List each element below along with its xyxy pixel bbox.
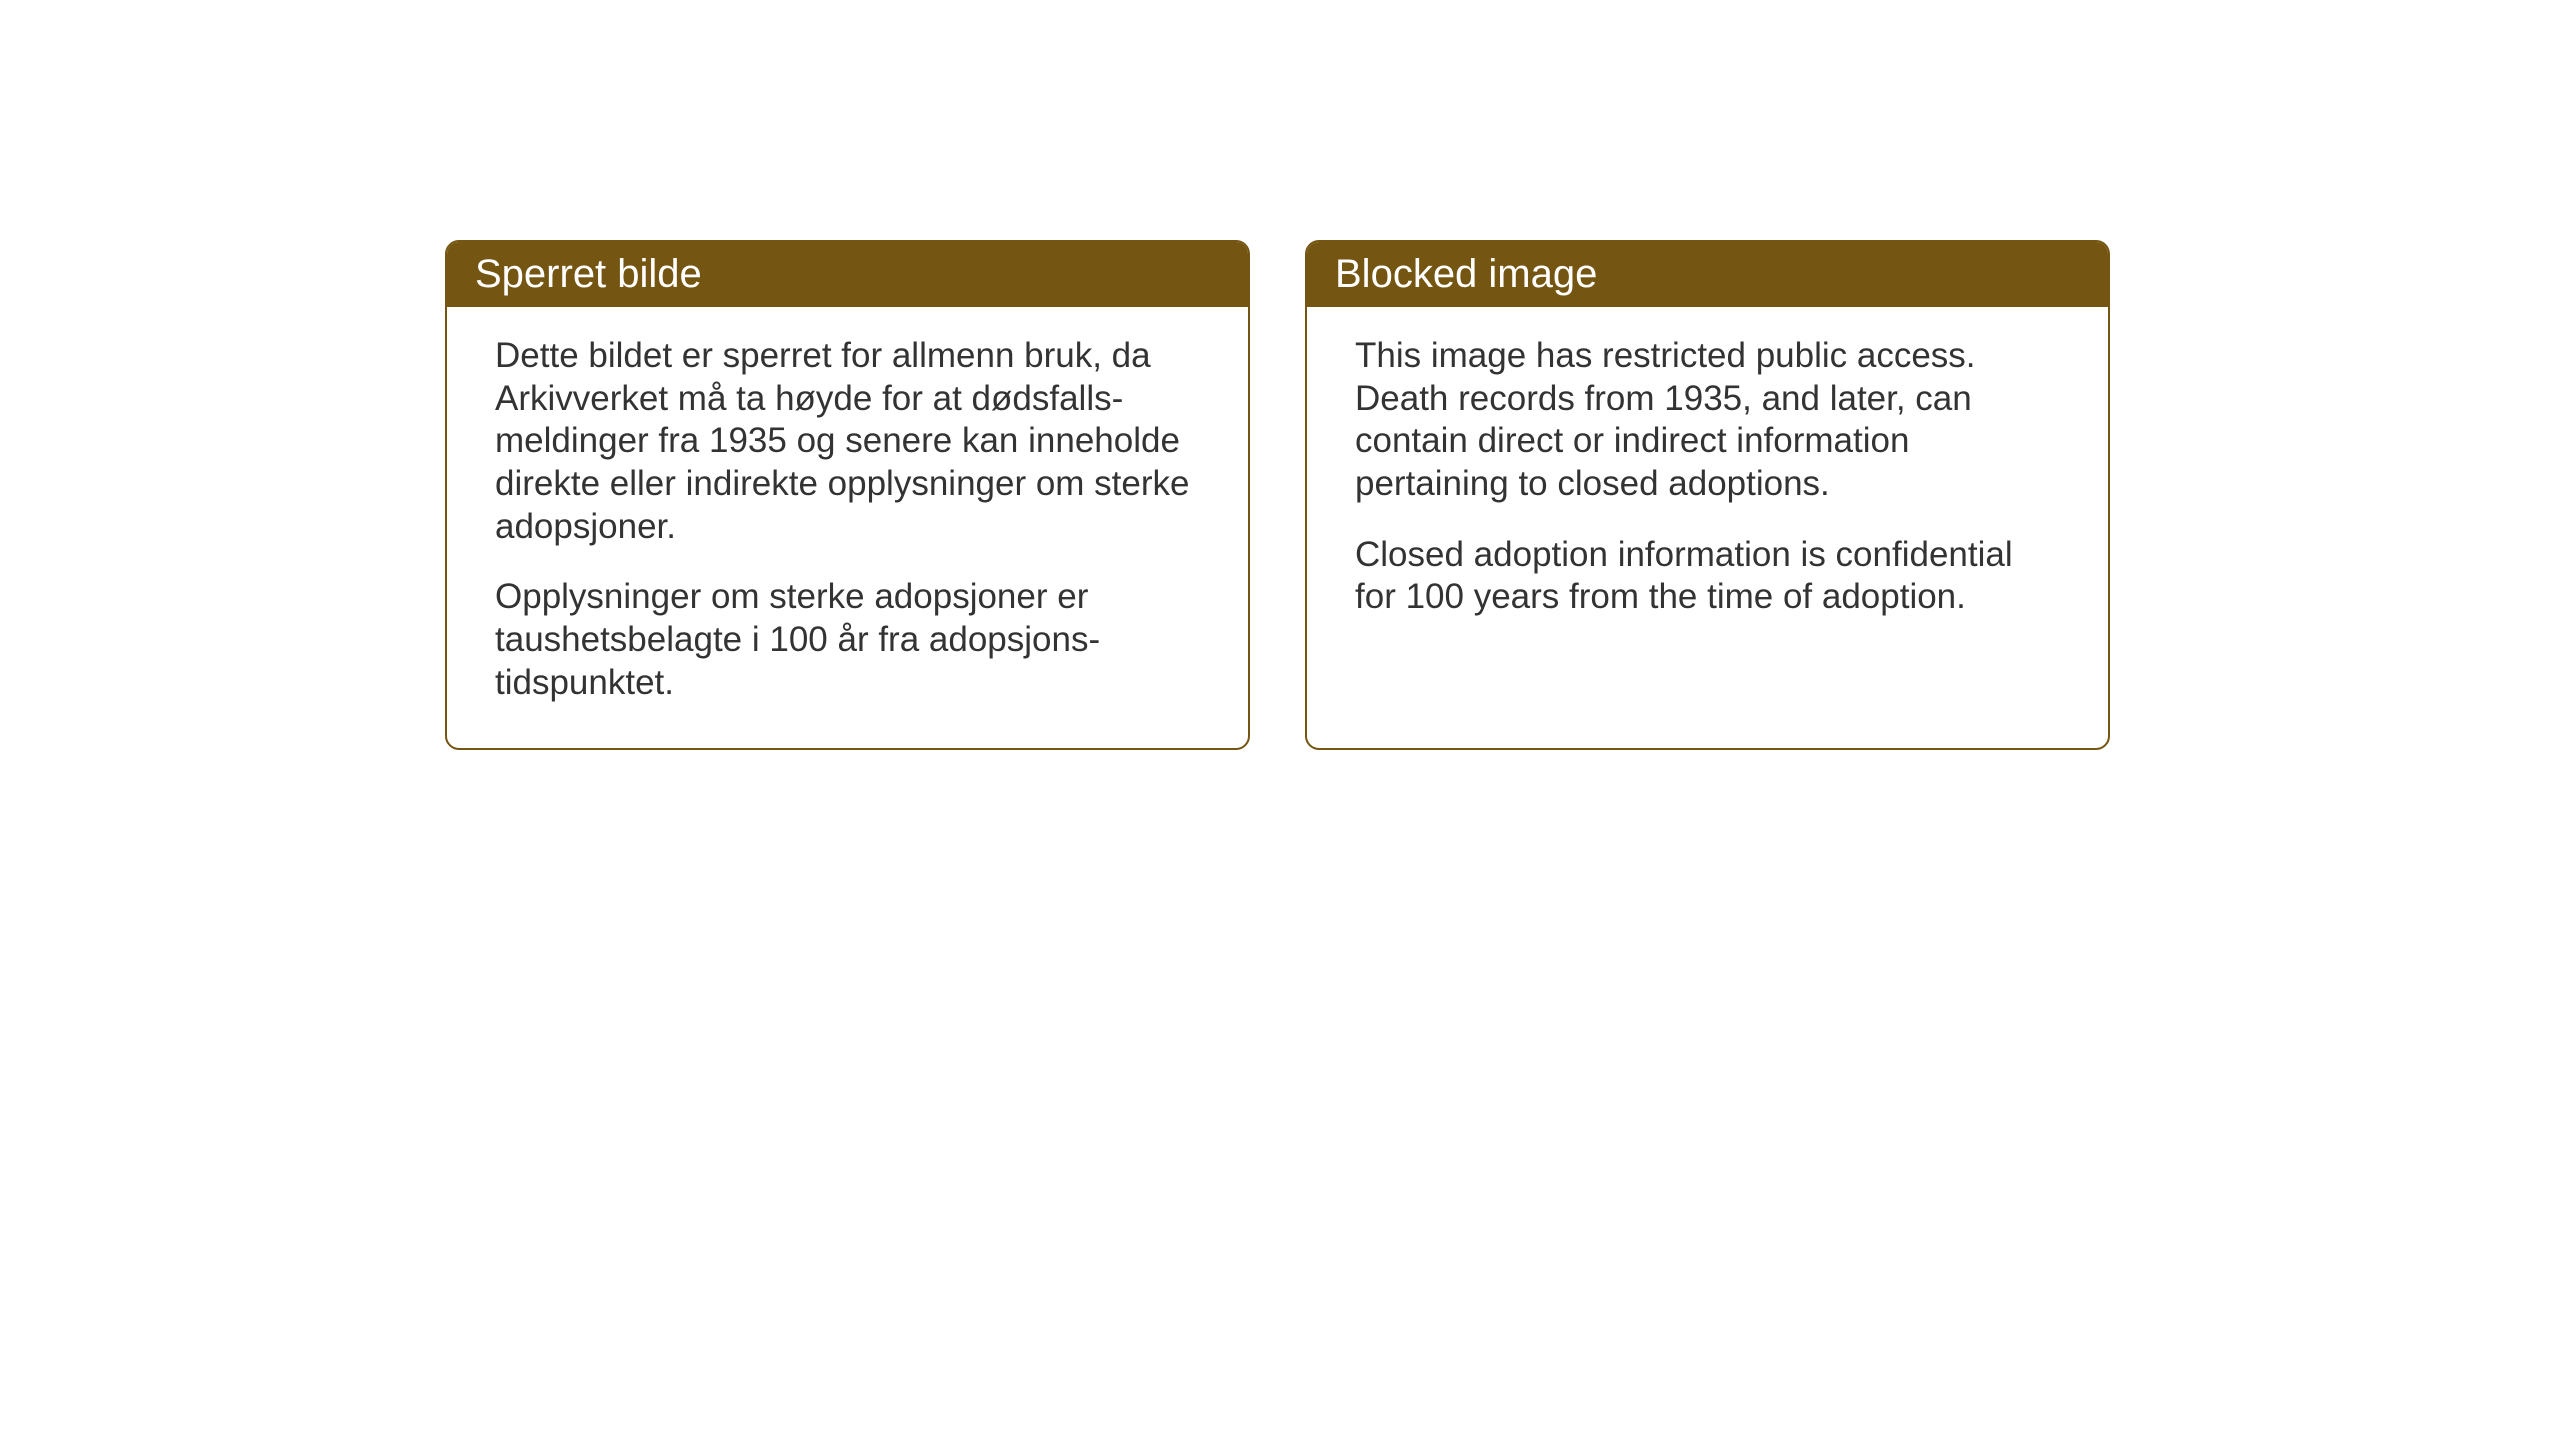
- card-paragraph: Dette bildet er sperret for allmenn bruk…: [495, 335, 1200, 548]
- info-card-english: Blocked image This image has restricted …: [1305, 240, 2110, 750]
- card-paragraph: Opplysninger om sterke adopsjoner er tau…: [495, 576, 1200, 704]
- card-title: Sperret bilde: [475, 252, 702, 296]
- card-paragraph: This image has restricted public access.…: [1355, 335, 2060, 506]
- card-title: Blocked image: [1335, 252, 1597, 296]
- card-body-english: This image has restricted public access.…: [1307, 307, 2108, 661]
- info-card-norwegian: Sperret bilde Dette bildet er sperret fo…: [445, 240, 1250, 750]
- card-body-norwegian: Dette bildet er sperret for allmenn bruk…: [447, 307, 1248, 747]
- card-header-english: Blocked image: [1307, 242, 2108, 307]
- card-header-norwegian: Sperret bilde: [447, 242, 1248, 307]
- card-paragraph: Closed adoption information is confident…: [1355, 534, 2060, 619]
- info-cards-container: Sperret bilde Dette bildet er sperret fo…: [445, 240, 2110, 750]
